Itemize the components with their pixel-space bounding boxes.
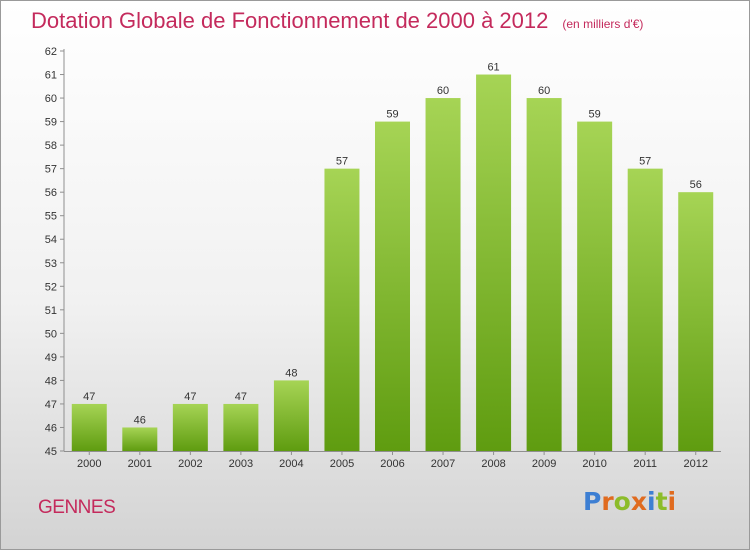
logo-letter: P [583,487,602,516]
y-tick-label: 60 [45,93,57,105]
y-tick-label: 52 [45,281,57,293]
bar [577,121,613,452]
y-tick-label: 61 [45,70,57,82]
y-tick-label: 56 [45,187,57,199]
x-tick-label: 2004 [279,458,303,470]
data-label: 59 [386,109,398,121]
bar [375,121,410,452]
bar [273,380,309,451]
logo-letter: r [601,487,614,516]
bar [627,168,663,451]
data-label: 47 [235,391,247,403]
y-tick-label: 48 [45,375,57,387]
y-tick-label: 54 [45,234,57,246]
x-tick-label: 2007 [431,458,455,470]
data-label: 47 [83,391,95,403]
title-text: Dotation Globale de Fonctionnement de 20… [31,8,549,33]
data-label: 48 [285,367,297,379]
logo-letter: i [667,487,677,516]
x-tick-label: 2003 [229,458,253,470]
y-tick-label: 58 [45,140,57,152]
data-label: 59 [589,109,601,121]
y-tick-label: 51 [45,305,57,317]
data-label: 56 [690,179,702,191]
bar [526,98,562,451]
y-tick-label: 45 [45,446,57,458]
x-tick-label: 2010 [582,458,606,470]
bar [425,98,461,451]
data-label: 61 [487,62,499,74]
y-tick-label: 47 [45,399,57,411]
axes: 45 46 47 48 49 50 51 52 53 54 55 56 57 58 59 60 61 62 2000… [45,46,721,470]
bar [223,403,259,451]
y-tick-label: 59 [45,117,57,129]
x-tick-label: 2006 [380,458,404,470]
logo-letter: o [613,487,631,516]
bar [172,403,208,451]
bar [122,427,158,451]
logo-letter: t [655,487,668,516]
data-labels-group: 47 46 47 47 48 57 59 60 61 60 59 57 56 [83,62,702,427]
data-label: 46 [134,414,146,426]
x-tick-label: 2002 [178,458,202,470]
data-label: 60 [538,85,550,97]
data-label: 60 [437,85,449,97]
x-tick-label: 2012 [683,458,707,470]
x-tick-label: 2011 [633,458,657,470]
y-tick-label: 49 [45,352,57,364]
x-tick-label: 2005 [330,458,354,470]
bars-group [71,74,714,452]
x-tick-label: 2000 [77,458,101,470]
y-tick-label: 50 [45,328,57,340]
bar [71,403,107,451]
bar [476,74,512,451]
y-tick-label: 57 [45,164,57,176]
y-tick-label: 62 [45,46,57,58]
data-label: 47 [184,391,196,403]
y-tick-label: 53 [45,258,57,270]
logo-letter: i [647,487,656,516]
y-tick-label: 55 [45,211,57,223]
chart-subtitle: (en milliers d'€) [562,17,644,31]
data-label: 57 [336,156,348,168]
proxiti-logo[interactable]: Proxiti [583,487,676,516]
chart-title: Dotation Globale de Fonctionnement de 20… [31,8,643,34]
data-label: 57 [639,156,651,168]
x-tick-label: 2008 [481,458,505,470]
logo-letter: x [630,487,647,516]
y-tick-label: 46 [45,422,57,434]
commune-name: GENNES [38,497,116,518]
x-tick-label: 2009 [532,458,556,470]
bar [324,168,360,451]
bar [678,192,714,452]
x-tick-label: 2001 [128,458,152,470]
